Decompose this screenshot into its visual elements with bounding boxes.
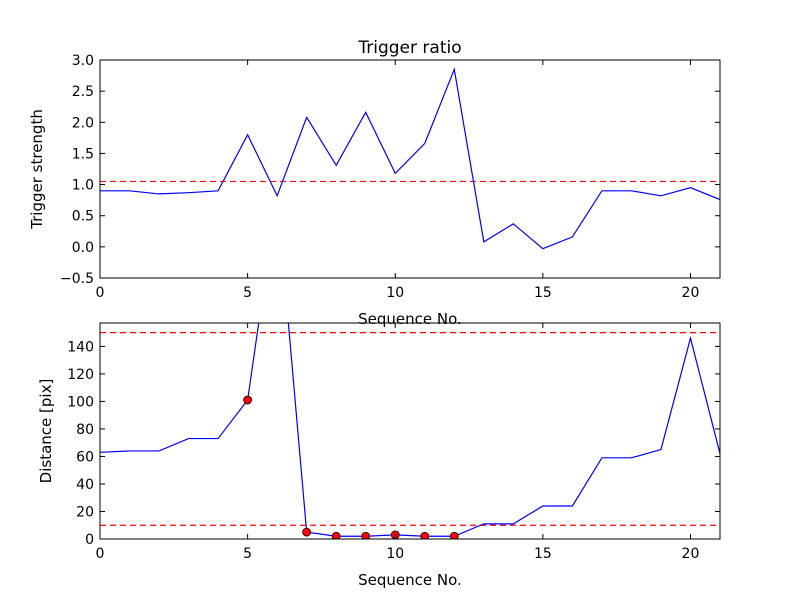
- y-tick-label: 100: [67, 394, 94, 410]
- x-tick-label: 10: [386, 546, 404, 562]
- data-point-marker: [449, 531, 459, 539]
- x-tick-label: 15: [534, 285, 552, 301]
- y-tick-label: 140: [67, 339, 94, 355]
- x-tick-label: 0: [96, 546, 105, 562]
- plot-area: [100, 323, 720, 539]
- series-line: [100, 323, 720, 537]
- data-point-marker: [361, 531, 371, 539]
- series-line: [100, 67, 720, 250]
- x-tick-label: 5: [243, 285, 252, 301]
- y-axis-label: Distance [pix]: [37, 379, 55, 484]
- x-axis-label: Sequence No.: [358, 310, 462, 328]
- x-tick-label: 5: [243, 546, 252, 562]
- axes-frame: [99, 322, 721, 540]
- y-tick-label: 120: [67, 367, 94, 383]
- y-tick-label: 40: [76, 477, 94, 493]
- axis-ticks: 0 5 10 15 20 −0.5 0.0 0.5 1.0 1.5 2.0 2.5 3.0: [60, 53, 720, 301]
- x-axis-label: Sequence No.: [358, 571, 462, 589]
- y-tick-label: 0: [85, 532, 94, 548]
- y-tick-label: 2.5: [72, 84, 94, 100]
- data-point-marker: [420, 531, 430, 539]
- y-tick-label: 0.5: [72, 209, 94, 225]
- y-tick-label: −0.5: [60, 271, 94, 287]
- trigger-ratio-chart: Trigger ratio 0 5 10 15 20 −0.5 0.0 0.5 1.0 1.5 2.…: [28, 38, 721, 328]
- y-tick-label: 2.0: [72, 115, 94, 131]
- x-tick-label: 0: [96, 285, 105, 301]
- axis-ticks: 0 5 10 15 20 0 20 40 60 80 100 120 140: [67, 323, 720, 562]
- x-tick-label: 10: [386, 285, 404, 301]
- y-tick-label: 3.0: [72, 53, 94, 69]
- chart-title: Trigger ratio: [357, 38, 461, 58]
- axes-frame: [99, 59, 721, 279]
- data-point-marker: [331, 531, 341, 539]
- x-tick-label: 15: [534, 546, 552, 562]
- y-axis-label: Trigger strength: [28, 109, 46, 230]
- y-tick-label: 20: [76, 504, 94, 520]
- plot-area: [100, 67, 720, 250]
- y-tick-label: 80: [76, 422, 94, 438]
- y-tick-label: 60: [76, 449, 94, 465]
- y-tick-label: 1.5: [72, 146, 94, 162]
- data-point-marker: [302, 527, 312, 537]
- data-point-marker: [243, 395, 253, 405]
- x-tick-label: 20: [682, 285, 700, 301]
- y-tick-label: 1.0: [72, 178, 94, 194]
- x-tick-label: 20: [682, 546, 700, 562]
- y-tick-label: 0.0: [72, 240, 94, 256]
